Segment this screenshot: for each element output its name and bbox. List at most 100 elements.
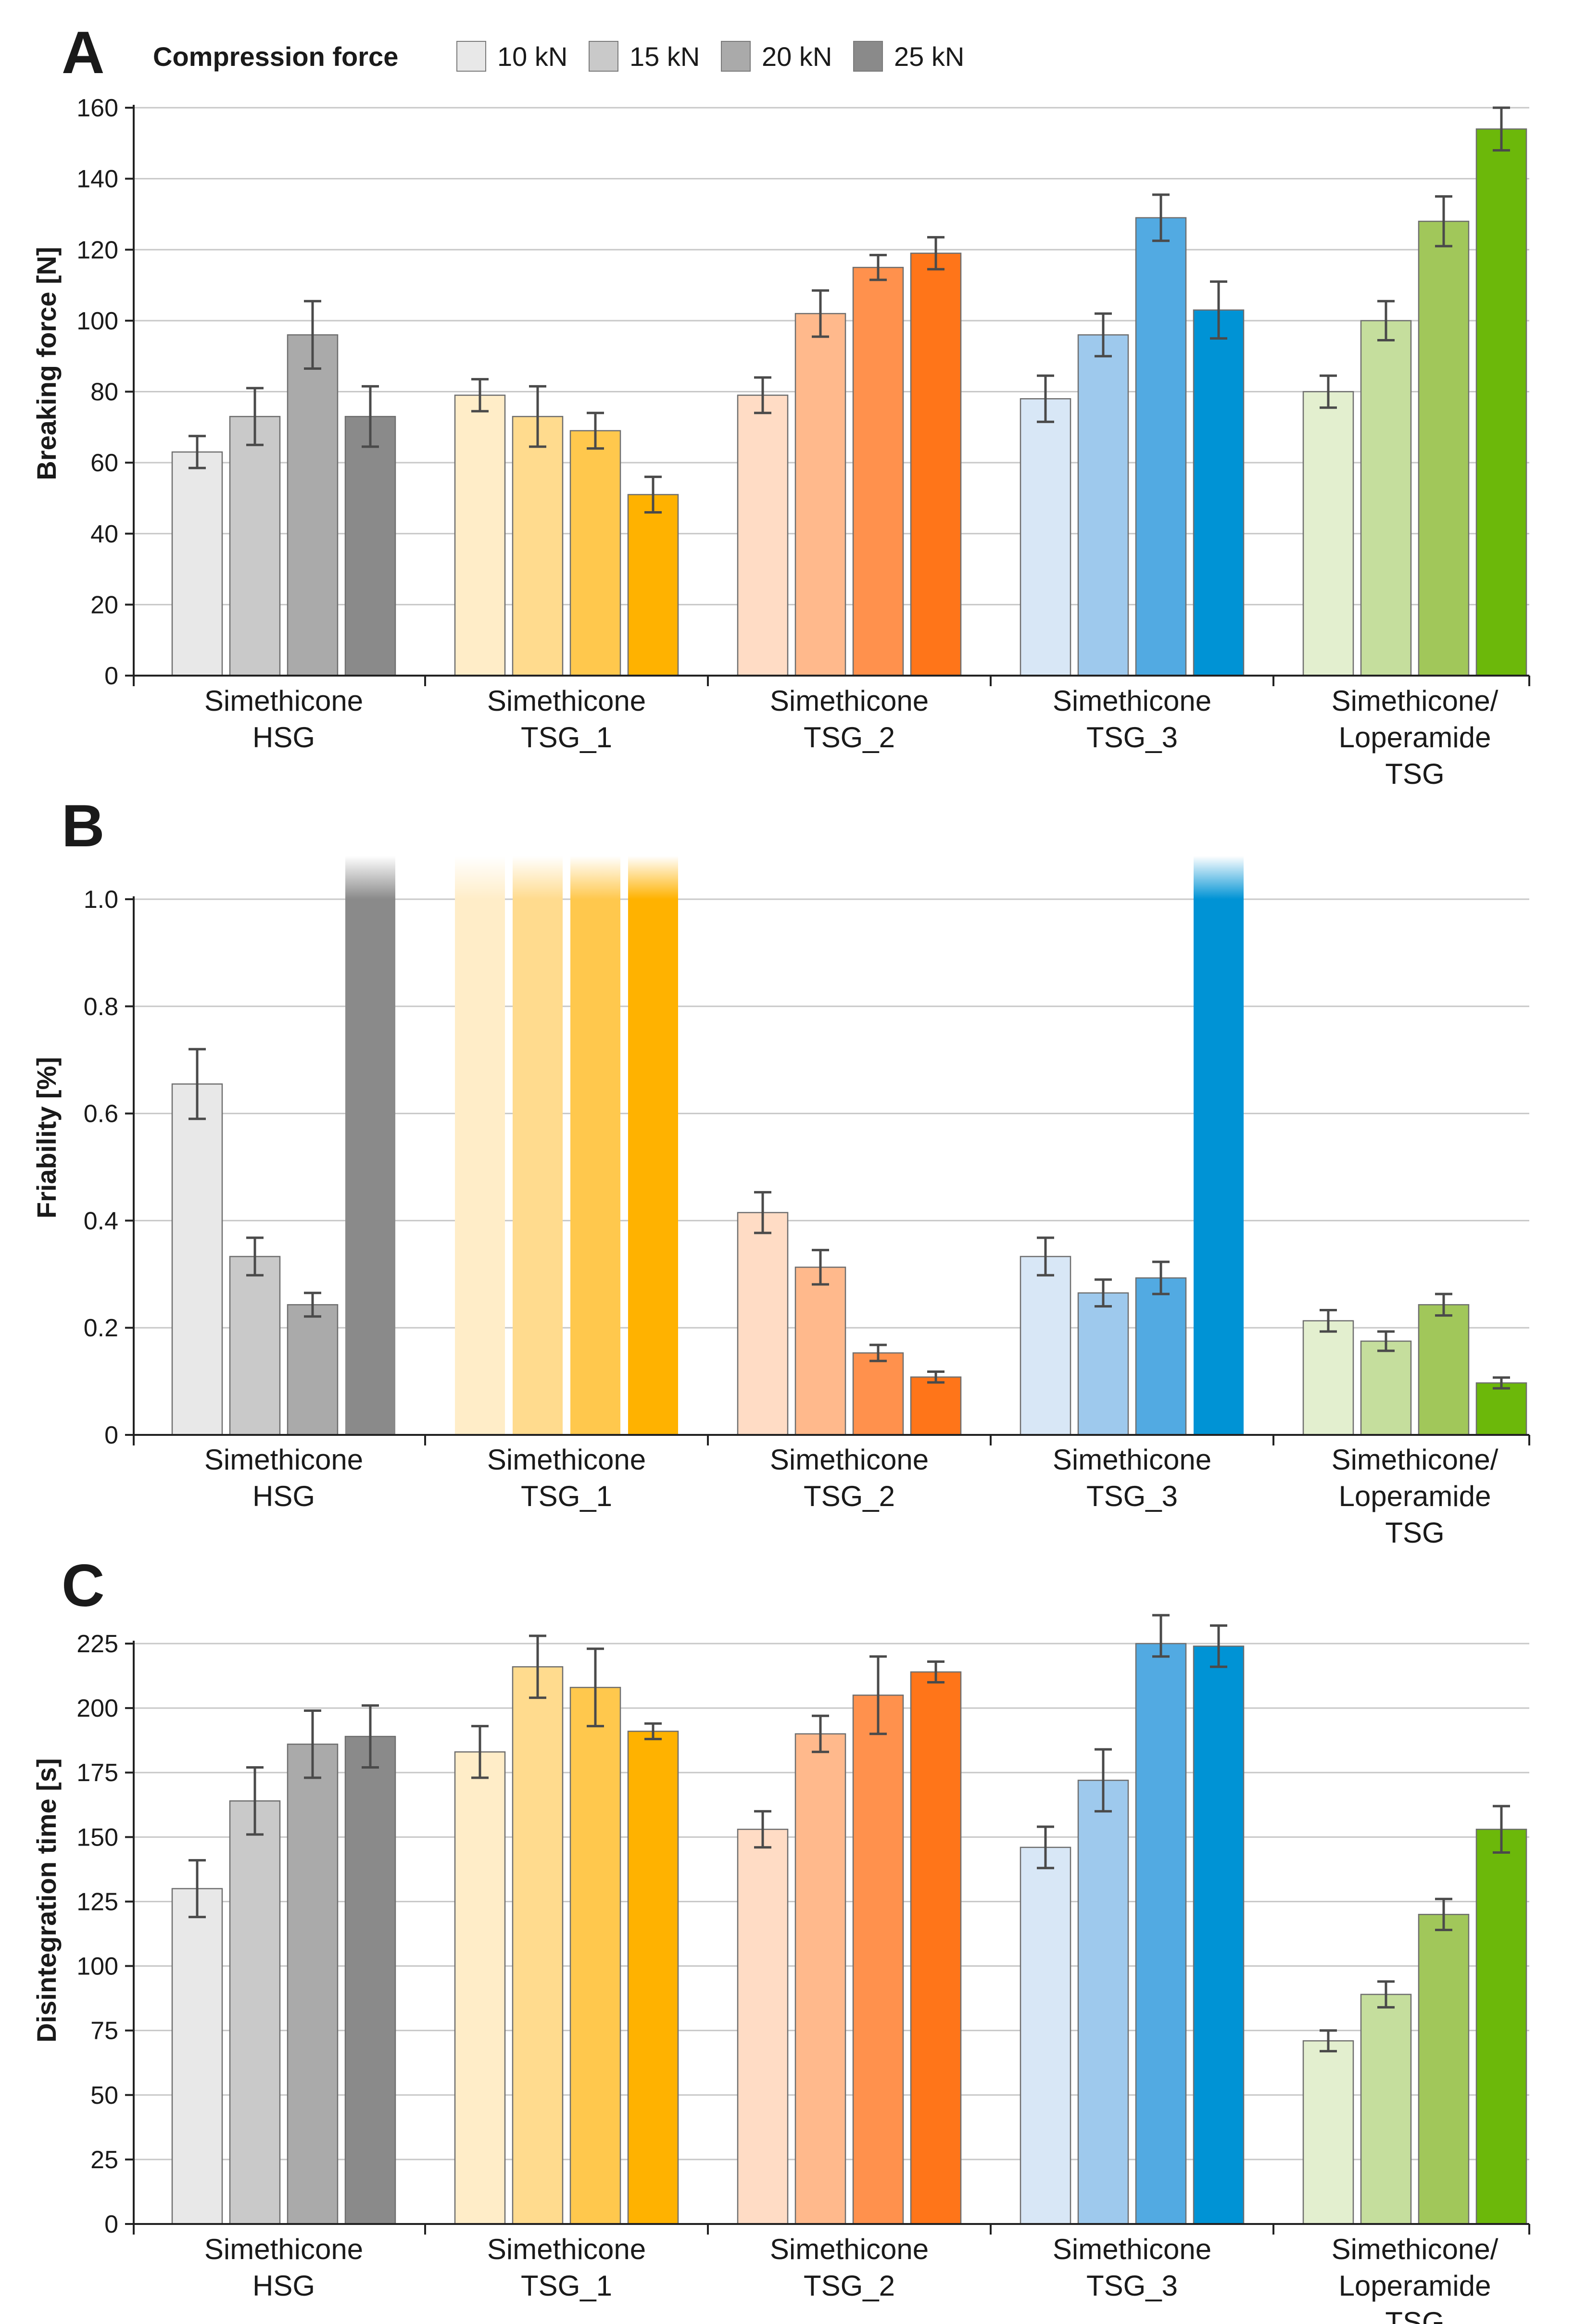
bar (910, 252, 962, 677)
y-tick-label: 100 (76, 1953, 118, 1981)
bar (1360, 1340, 1412, 1436)
category-label: Simethicone (204, 685, 363, 717)
bar (570, 899, 620, 1435)
y-ticks: 0 0.2 0.4 0.6 0.8 1.0 (84, 886, 134, 1449)
bar (627, 494, 679, 677)
y-tick-label: 0.2 (84, 1314, 118, 1342)
y-tick-label: 25 (90, 2146, 118, 2174)
bar (454, 394, 506, 677)
bar (171, 451, 223, 677)
y-axis-label: Breaking force [N] (31, 247, 62, 480)
legend-label-25kn: 25 kN (894, 41, 964, 72)
bars (171, 1643, 1527, 2225)
bar (1360, 1994, 1412, 2225)
bars (171, 856, 1527, 1436)
bar (171, 1083, 223, 1436)
legend-label-15kn: 15 kN (630, 41, 700, 72)
category-label: TSG_2 (804, 2270, 895, 2302)
bar (1418, 1304, 1470, 1436)
axes (133, 1641, 1530, 2235)
category-label: TSG_1 (521, 1480, 612, 1512)
y-tick-label: 160 (76, 94, 118, 122)
bar (910, 1376, 962, 1436)
gridlines (134, 898, 1529, 1329)
y-tick-label: 175 (76, 1759, 118, 1787)
category-label: TSG_2 (804, 721, 895, 754)
y-tick-label: 0.4 (84, 1207, 118, 1235)
bar (1077, 1780, 1129, 2225)
panel-c: C Disintegration time [s] 0 25 50 75 100 125 1… (31, 1553, 1530, 2324)
category-label: Simethicone (770, 685, 929, 717)
y-tick-label: 120 (76, 236, 118, 264)
category-label: HSG (252, 721, 315, 754)
category-label: Simethicone (770, 2233, 929, 2265)
y-tick-label: 40 (90, 520, 118, 548)
bar (1302, 391, 1354, 677)
y-tick-label: 0 (104, 662, 118, 690)
category-label: Simethicone (487, 2233, 646, 2265)
category-label: Loperamide (1339, 721, 1491, 754)
category-label: Loperamide (1339, 2270, 1491, 2302)
bar (794, 1267, 846, 1436)
category-label: Simethicone/ (1332, 685, 1498, 717)
y-axis-label: Disintegration time [s] (31, 1758, 62, 2042)
category-label: TSG_1 (521, 721, 612, 754)
y-tick-label: 75 (90, 2017, 118, 2045)
bar (1475, 1382, 1527, 1436)
category-label: TSG (1385, 2306, 1444, 2324)
bar (1418, 1914, 1470, 2225)
y-tick-label: 0 (104, 2211, 118, 2238)
error-bars (189, 1614, 1510, 2053)
category-label: TSG_3 (1086, 2270, 1178, 2302)
panel-b: B Friability [%] 0 0.2 0.4 0.6 0.8 1.0 Simeth… (31, 793, 1530, 1549)
bar (229, 1256, 281, 1436)
y-tick-label: 100 (76, 307, 118, 335)
error-bars (189, 106, 1510, 514)
legend-label-20kn: 20 kN (762, 41, 832, 72)
bar (852, 1695, 904, 2225)
y-tick-label: 1.0 (84, 886, 118, 914)
category-label: TSG_3 (1086, 721, 1178, 754)
bar-overflow-fade (513, 856, 563, 899)
bar (569, 430, 621, 677)
bar (852, 266, 904, 677)
axes (133, 105, 1530, 686)
bar (1418, 220, 1470, 677)
bar (287, 1743, 339, 2225)
bar (1194, 899, 1244, 1435)
bar (1360, 320, 1412, 677)
category-label: Simethicone/ (1332, 1444, 1498, 1476)
bar (229, 415, 281, 677)
legend-swatch-10kn (456, 41, 486, 72)
y-tick-label: 125 (76, 1888, 118, 1916)
bar (794, 1733, 846, 2225)
y-tick-label: 50 (90, 2082, 118, 2110)
bar (628, 899, 678, 1435)
bar (910, 1671, 962, 2225)
y-axis-label: Friability [%] (31, 1057, 62, 1219)
bar (344, 415, 396, 677)
panel-letter: A (62, 20, 105, 86)
y-ticks: 0 20 40 60 80 100 120 140 160 (76, 94, 134, 690)
bar (513, 899, 563, 1435)
category-label: Simethicone/ (1332, 2233, 1498, 2265)
bar (1193, 1646, 1245, 2225)
bar (1135, 217, 1187, 677)
legend-title: Compression force (153, 41, 398, 72)
bar (1020, 1847, 1071, 2225)
bar (512, 415, 564, 677)
category-label: TSG (1385, 1517, 1444, 1549)
category-label: Simethicone (770, 1444, 929, 1476)
panel-a: A Breaking force [N] 0 20 40 60 80 100 120 140 1… (31, 20, 1530, 790)
error-bars (189, 1048, 1510, 1390)
panel-letter: C (62, 1553, 105, 1619)
bar (171, 1888, 223, 2225)
y-tick-label: 0.6 (84, 1100, 118, 1128)
bar (794, 313, 846, 677)
category-label: Simethicone (1053, 685, 1211, 717)
bar (1475, 128, 1527, 677)
y-tick-label: 0 (104, 1421, 118, 1449)
category-label: Simethicone (487, 1444, 646, 1476)
category-labels: Simethicone HSG Simethicone TSG_1 Simethicon… (204, 2233, 1498, 2324)
